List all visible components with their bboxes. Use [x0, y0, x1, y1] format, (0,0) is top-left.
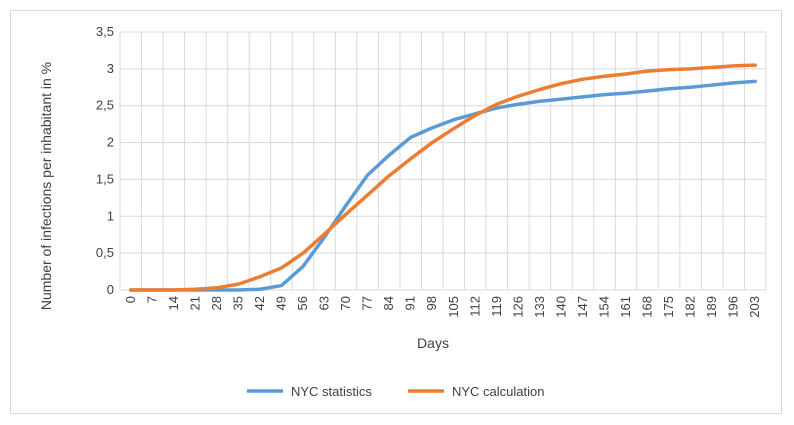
series-lines [129, 63, 757, 292]
legend-label: NYC statistics [291, 384, 372, 399]
x-tick-label: 91 [403, 296, 418, 310]
gridlines [119, 31, 767, 291]
chart-frame [10, 10, 782, 414]
y-tick-labels: 0 0,5 1 1,5 2 2,5 3 3,5 [96, 24, 114, 297]
x-tick-label: 56 [295, 296, 310, 310]
x-tick-label: 112 [467, 296, 482, 317]
y-tick-label: 2,5 [96, 98, 114, 113]
x-tick-label: 147 [575, 296, 590, 318]
x-tick-label: 182 [683, 296, 698, 318]
x-tick-label: 154 [597, 296, 612, 318]
x-tick-label: 0 [123, 296, 138, 303]
x-tick-label: 140 [553, 296, 568, 318]
x-tick-labels: 0 7 14 21 28 35 42 49 56 63 70 77 84 91 98 105 112 119 126… [123, 296, 762, 318]
x-tick-label: 196 [726, 296, 741, 318]
x-tick-label: 133 [532, 296, 547, 318]
y-tick-label: 0 [107, 282, 114, 297]
x-axis-title: Days [417, 335, 449, 351]
x-tick-label: 70 [338, 296, 353, 310]
x-tick-label: 63 [317, 296, 332, 310]
x-tick-label: 35 [230, 296, 245, 310]
x-tick-label: 98 [424, 296, 439, 310]
x-tick-label: 21 [187, 296, 202, 310]
y-tick-label: 3 [107, 61, 114, 76]
series-line-1 [129, 79, 757, 292]
legend-label: NYC calculation [452, 384, 545, 399]
series-line-2 [129, 63, 757, 292]
x-tick-label: 161 [618, 296, 633, 318]
x-tick-label: 14 [166, 296, 181, 310]
legend: NYC statistics NYC calculation [247, 384, 545, 399]
y-tick-label: 1,5 [96, 171, 114, 186]
y-axis-title: Number of infections per inhabitant in % [38, 62, 54, 310]
x-tick-label: 7 [144, 296, 159, 303]
x-tick-label: 84 [381, 296, 396, 310]
y-tick-label: 2 [107, 135, 114, 150]
x-tick-label: 77 [360, 296, 375, 310]
x-tick-label: 119 [489, 296, 504, 317]
x-tick-label: 42 [252, 296, 267, 310]
x-tick-label: 126 [510, 296, 525, 318]
x-tick-label: 189 [704, 296, 719, 318]
y-tick-label: 0,5 [96, 245, 114, 260]
x-tick-label: 105 [446, 296, 461, 318]
x-tick-label: 175 [661, 296, 676, 318]
x-tick-label: 49 [274, 296, 289, 310]
y-tick-label: 1 [107, 208, 114, 223]
x-tick-label: 203 [747, 296, 762, 318]
x-tick-label: 168 [640, 296, 655, 318]
y-tick-label: 3,5 [96, 24, 114, 39]
x-tick-label: 28 [209, 296, 224, 310]
